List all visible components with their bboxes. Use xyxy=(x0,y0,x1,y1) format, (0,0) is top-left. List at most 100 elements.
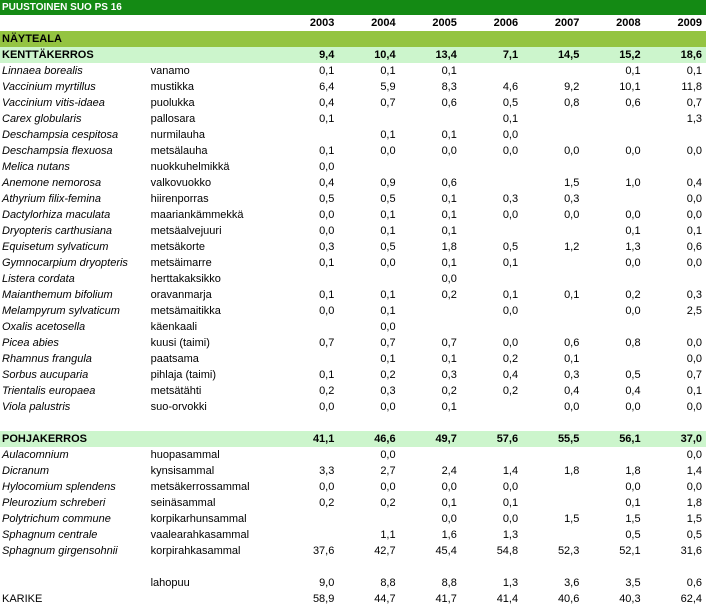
cover-value: 0,1 xyxy=(625,497,641,509)
cover-value: 0,1 xyxy=(380,289,396,301)
latin-name: Polytrichum commune xyxy=(2,513,111,525)
species-row: Hylocomium splendens metsäkerrossammal 0,0… xyxy=(0,479,706,495)
cover-value: 0,8 xyxy=(564,97,580,109)
species-row: Maianthemum bifolium oravanmarja 0,1 0,1 0,2… xyxy=(0,287,706,303)
cover-value: 0,1 xyxy=(380,353,396,365)
cover-value: 41,4 xyxy=(496,593,519,605)
common-name: puolukka xyxy=(150,97,195,109)
cover-value: 52,3 xyxy=(557,545,580,557)
cover-value: 10,1 xyxy=(619,81,641,93)
cover-value: 0,8 xyxy=(625,337,641,349)
species-row: Listera cordata herttakaksikko 0,0 xyxy=(0,271,706,287)
cover-value: 8,8 xyxy=(380,577,396,589)
cover-value: 0,1 xyxy=(319,145,335,157)
common-name: huopasammal xyxy=(150,449,220,461)
cover-value: 1,5 xyxy=(564,177,580,189)
cover-value: 3,6 xyxy=(564,577,580,589)
cover-value: 0,2 xyxy=(502,385,519,397)
cover-value: 0,2 xyxy=(441,385,457,397)
cover-value: 0,0 xyxy=(319,209,335,221)
cover-value xyxy=(522,127,583,143)
empty-cell xyxy=(148,431,278,447)
cover-value: 0,0 xyxy=(380,145,396,157)
cover-value: 0,7 xyxy=(380,337,396,349)
latin-name: Deschampsia flexuosa xyxy=(2,145,113,157)
layer-total-value: 18,6 xyxy=(644,47,706,63)
common-name: pallosara xyxy=(150,113,196,125)
spacer-row xyxy=(0,559,706,575)
common-name: käenkaali xyxy=(150,321,198,333)
cover-value: 1,3 xyxy=(625,241,641,253)
cover-value: 0,0 xyxy=(625,145,641,157)
latin-name: Sorbus aucuparia xyxy=(2,369,89,381)
cover-value: 0,1 xyxy=(625,225,641,237)
cover-value: 2,7 xyxy=(380,465,396,477)
common-name: oravanmarja xyxy=(150,289,212,301)
layer-name: POHJAKERROS xyxy=(0,431,149,447)
species-row: Athyrium filix-femina hiirenporras 0,5 0,5 0… xyxy=(0,191,706,207)
cover-value: 0,1 xyxy=(380,129,396,141)
latin-name: Dicranum xyxy=(2,465,50,477)
common-name: pihlaja (taimi) xyxy=(150,369,217,381)
cover-value: 2,4 xyxy=(441,465,457,477)
cover-value: 0,4 xyxy=(564,385,580,397)
cover-value: 0,1 xyxy=(502,289,519,301)
cover-value: 0,0 xyxy=(502,129,519,141)
cover-value: 0,1 xyxy=(319,369,335,381)
cover-value: 0,0 xyxy=(564,145,580,157)
layer-total-value: 14,5 xyxy=(522,47,584,63)
cover-value: 0,1 xyxy=(686,65,702,77)
species-row: Oxalis acetosella käenkaali 0,0 xyxy=(0,319,706,335)
common-name: hiirenporras xyxy=(150,193,209,205)
latin-name: Melica nutans xyxy=(2,161,70,173)
cover-value: 0,5 xyxy=(625,369,641,381)
cover-value xyxy=(400,303,461,319)
cover-value: 42,7 xyxy=(374,545,396,557)
cover-value: 1,3 xyxy=(502,577,519,589)
cover-value: 0,0 xyxy=(686,257,702,269)
cover-value: 2,5 xyxy=(686,305,702,317)
common-name: paatsama xyxy=(150,353,199,365)
species-row: Picea abies kuusi (taimi) 0,7 0,7 0,7 0,0 0,6 0… xyxy=(0,335,706,351)
cover-value: 54,8 xyxy=(496,545,519,557)
cover-value xyxy=(277,511,338,527)
layer-total-value: 13,4 xyxy=(399,47,461,63)
cover-value: 31,6 xyxy=(680,545,702,557)
cover-value: 0,0 xyxy=(502,145,519,157)
cover-value: 62,4 xyxy=(680,593,702,605)
common-name: korpirahkasammal xyxy=(150,545,241,557)
cover-value: 0,7 xyxy=(686,97,702,109)
latin-name: Listera cordata xyxy=(2,273,75,285)
cover-value: 0,7 xyxy=(686,369,702,381)
cover-value xyxy=(522,447,583,463)
common-name: metsäkorte xyxy=(150,241,206,253)
cover-value: 0,1 xyxy=(380,65,396,77)
species-row: Rhamnus frangula paatsama 0,1 0,1 0,2 0,1 0,0 xyxy=(0,351,706,367)
cover-value: 4,6 xyxy=(502,81,519,93)
cover-value: 41,7 xyxy=(435,593,457,605)
cover-value xyxy=(645,319,706,335)
common-name: metsämaitikka xyxy=(150,305,221,317)
species-row: Dicranum kynsisammal 3,3 2,7 2,4 1,4 1,8 1,8 1,4 xyxy=(0,463,706,479)
year-header: 2007 xyxy=(554,17,580,29)
year-header: 2009 xyxy=(677,17,702,29)
cover-value: 0,6 xyxy=(686,577,702,589)
cover-value: 44,7 xyxy=(374,593,396,605)
species-row: Sphagnum girgensohnii korpirahkasammal 37,… xyxy=(0,543,706,559)
cover-value xyxy=(522,303,583,319)
cover-value: 11,8 xyxy=(681,81,702,93)
cover-value xyxy=(277,127,338,143)
common-name: suo-orvokki xyxy=(150,401,207,413)
cover-value: 0,1 xyxy=(380,305,396,317)
year-header-row: 2003 2004 2005 2006 2007 2008 2009 xyxy=(0,15,706,31)
species-row: Polytrichum commune korpikarhunsammal 0,0 0… xyxy=(0,511,706,527)
year-header: 2008 xyxy=(616,17,641,29)
species-row: Sorbus aucuparia pihlaja (taimi) 0,1 0,2 0,3… xyxy=(0,367,706,383)
cover-value: 1,8 xyxy=(564,465,580,477)
latin-name: Sphagnum girgensohnii xyxy=(2,545,118,557)
cover-value: 0,1 xyxy=(441,257,457,269)
cover-value: 0,0 xyxy=(564,209,580,221)
cover-value: 45,4 xyxy=(435,545,457,557)
cover-value: 0,5 xyxy=(502,97,519,109)
cover-value: 1,8 xyxy=(441,241,457,253)
